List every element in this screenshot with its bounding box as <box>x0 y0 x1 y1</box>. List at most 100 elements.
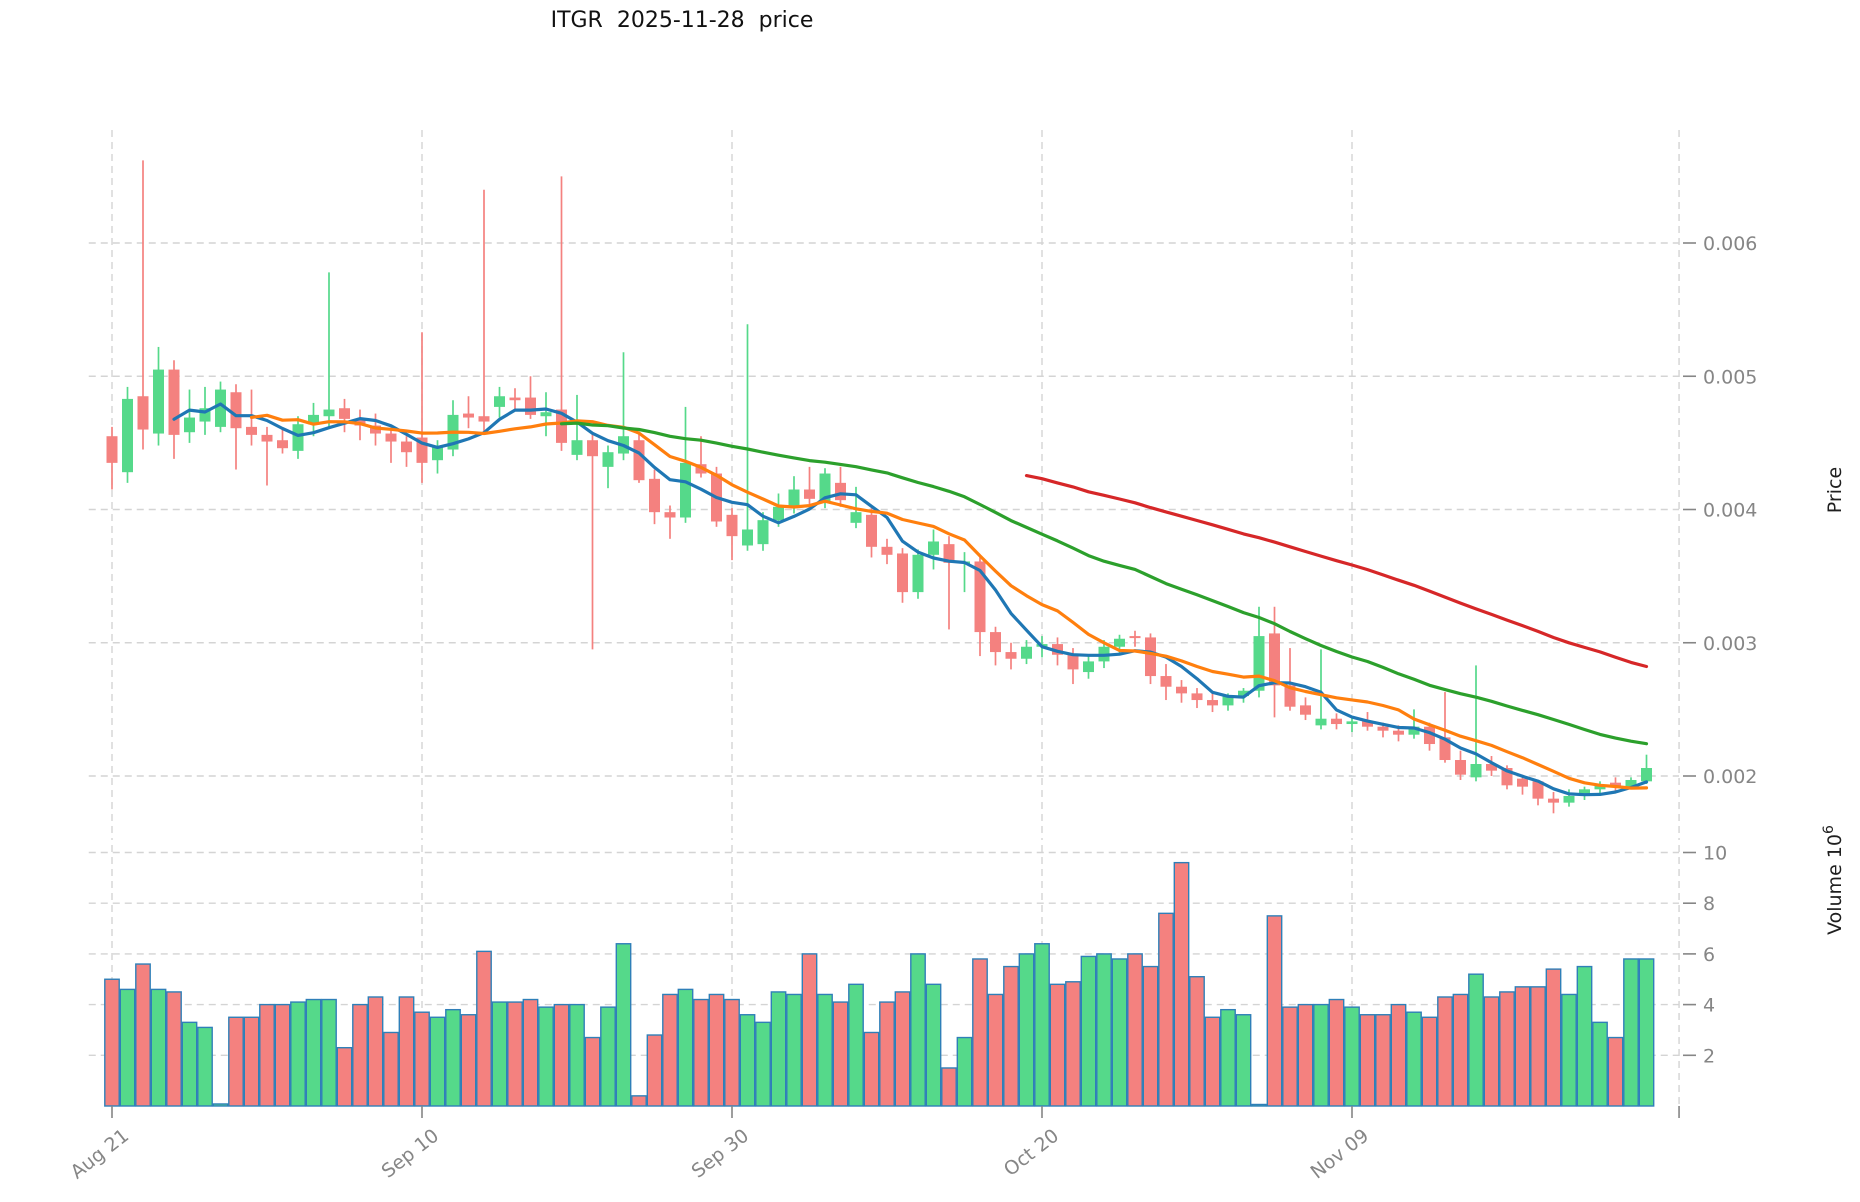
candle-body <box>664 512 676 518</box>
candle-body <box>1455 760 1466 775</box>
candle-body <box>928 541 939 555</box>
volume-tick-label: 8 <box>1703 893 1715 915</box>
candle-body <box>1145 637 1156 677</box>
volume-bar <box>553 1003 570 1107</box>
volume-bar <box>243 1016 260 1107</box>
volume-bar <box>1406 1011 1422 1107</box>
candle-body <box>106 436 118 463</box>
candle-body <box>1176 686 1187 694</box>
candle-body <box>525 397 536 415</box>
volume-bar <box>166 991 182 1107</box>
volume-bar <box>212 1103 229 1107</box>
ma-line-5 <box>172 402 1649 797</box>
candle-body <box>1579 789 1590 796</box>
volume-bar <box>677 988 694 1107</box>
price-tick-label: 0.006 <box>1703 233 1757 255</box>
volume-bar <box>135 963 151 1107</box>
candle-body <box>1424 726 1435 745</box>
candle-body <box>726 514 738 537</box>
candle-body <box>649 478 660 513</box>
volume-bar <box>522 998 539 1107</box>
volume-bar <box>398 996 415 1107</box>
volume-bar <box>941 1067 957 1107</box>
candle-body <box>199 408 211 422</box>
volume-bar <box>770 991 787 1107</box>
volume-bar <box>321 998 337 1107</box>
x-tick-label: Nov 09 <box>1306 1125 1373 1184</box>
volume-bar <box>1468 973 1484 1107</box>
candle-body <box>277 440 288 449</box>
candle-body <box>137 396 149 430</box>
candle-body <box>184 417 195 433</box>
volume-bar <box>1220 1008 1236 1107</box>
volume-bar <box>197 1026 213 1107</box>
candle-body <box>339 408 350 419</box>
candle-body <box>1269 633 1280 686</box>
candle-body <box>602 452 614 467</box>
candle-body <box>943 544 955 563</box>
candle-body <box>215 389 226 427</box>
price-tick-label: 0.002 <box>1703 766 1757 788</box>
volume-bar <box>1065 981 1081 1107</box>
volume-bar <box>755 1021 771 1107</box>
candle-body <box>571 440 583 455</box>
candle-body <box>680 462 691 518</box>
volume-bar <box>1266 915 1283 1107</box>
volume-bar <box>1530 986 1546 1107</box>
price-tick-label: 0.004 <box>1703 500 1757 522</box>
volume-bar <box>491 1001 508 1107</box>
candle-body <box>1129 636 1141 639</box>
volume-bar <box>1638 958 1655 1107</box>
volume-bar <box>228 1016 244 1107</box>
candle-body <box>1641 768 1652 782</box>
candle-body <box>1253 636 1265 691</box>
volume-tick-label: 6 <box>1703 944 1715 966</box>
volume-bar <box>274 1003 291 1107</box>
volume-bar <box>1375 1014 1391 1107</box>
candle-body <box>819 473 831 502</box>
volume-bar <box>879 1001 895 1107</box>
volume-bar <box>801 953 818 1107</box>
volume-bar <box>1390 1003 1407 1107</box>
volume-bar <box>1359 1014 1376 1107</box>
volume-bar <box>476 950 492 1107</box>
candle-body <box>463 413 474 418</box>
volume-bar <box>1251 1103 1267 1107</box>
candle-body <box>509 397 521 401</box>
candle-body <box>416 437 428 463</box>
volume-bar <box>1096 953 1112 1107</box>
candle-body <box>1160 676 1172 687</box>
volume-bar <box>1313 1003 1329 1107</box>
candle-body <box>1300 705 1311 715</box>
volume-bar <box>290 1001 306 1107</box>
volume-bar <box>1344 1006 1360 1107</box>
candle-body <box>122 398 133 473</box>
volume-bar <box>1282 1006 1298 1107</box>
candle-body <box>1191 693 1203 701</box>
volume-axis-title: Volume 106 <box>1821 825 1846 935</box>
candle-body <box>1331 718 1342 725</box>
volume-bar <box>569 1003 585 1107</box>
volume-bar <box>1127 953 1143 1107</box>
price-tick-label: 0.003 <box>1703 633 1757 655</box>
volume-tick-label: 4 <box>1703 995 1715 1017</box>
volume-bar <box>1189 976 1205 1107</box>
candle-body <box>478 416 490 422</box>
volume-bar <box>1545 968 1562 1107</box>
candle-body <box>866 514 877 547</box>
volume-bar <box>1499 991 1515 1107</box>
volume-bar <box>538 1006 554 1107</box>
volume-bar <box>925 983 942 1107</box>
volume-bar <box>708 993 725 1107</box>
volume-bar <box>1034 943 1050 1107</box>
volume-bar <box>1483 996 1500 1107</box>
volume-bar <box>104 978 120 1107</box>
candle-body <box>1052 644 1063 655</box>
x-tick-label: Aug 21 <box>66 1125 133 1184</box>
ma-line-60 <box>1024 474 1649 669</box>
candle-body <box>757 520 769 545</box>
grid-layer <box>88 130 1680 1106</box>
volume-bar <box>693 998 709 1107</box>
price-tick-label: 0.005 <box>1703 366 1757 388</box>
volume-bar <box>414 1011 430 1107</box>
